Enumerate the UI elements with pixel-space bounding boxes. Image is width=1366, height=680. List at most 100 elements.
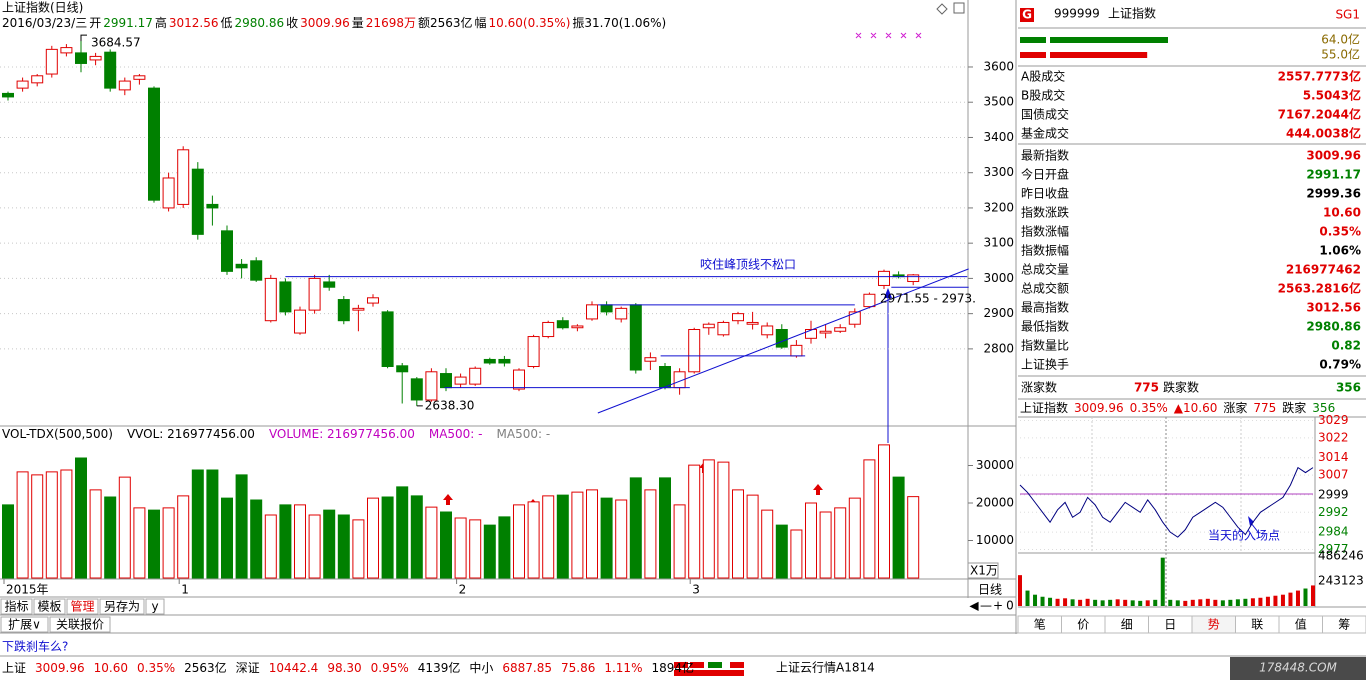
tab-label[interactable]: 另存为 [104,600,140,614]
header-info-part: 量 [352,16,364,30]
volume-bar [542,495,555,579]
candle-body [513,369,525,390]
volume-bar [31,474,44,579]
status-bar-part: 2563亿 [184,660,227,675]
mini-tab-label[interactable]: 细 [1121,618,1133,632]
mini-volume-bar [1303,588,1308,606]
candle-body [279,281,292,313]
volume-bar [367,497,379,579]
control[interactable]: + [993,599,1003,613]
volume-header-part: VVOL: 216977456.00 [127,427,255,441]
status-bar-part: 中小 [469,660,493,675]
volume-bar [878,444,890,579]
candle-body [819,330,832,334]
candle-body [746,321,759,325]
period[interactable]: 日线 [978,583,1002,597]
candle-body [571,325,584,329]
volume-bar [673,504,686,579]
volume-bar [264,514,277,579]
mini-volume-bar [1183,600,1188,606]
control[interactable]: — [980,599,992,613]
row-label: A股成交 [1021,69,1065,84]
mini-volume-bar [1258,597,1263,606]
tab-label[interactable]: 模板 [37,600,61,614]
y-tick-label: 3022 [1318,430,1349,444]
tab-label[interactable]: 指标 [4,599,28,614]
flow-label: 64.0亿 [1321,32,1360,47]
y-tick-label: 243123 [1318,574,1364,588]
status-bar-part: 深证 [236,661,260,675]
tab[interactable] [0,616,49,633]
volume-bar [819,511,832,579]
flow-bar [1020,52,1148,58]
mini-volume-bar [1078,599,1083,606]
mini-tab-label[interactable]: 势 [1208,618,1220,632]
y-tick-label: 3300 [983,165,1014,179]
mini-volume-bar [1033,594,1038,606]
tab[interactable] [66,598,99,615]
mini-tab-label[interactable]: 日 [1164,618,1176,632]
volume-bar [250,499,263,579]
candle-body [308,277,321,311]
mini-volume-bar [1055,598,1060,606]
mini-tab-label[interactable]: 值 [1295,617,1307,632]
candle-body [834,327,847,332]
mini-tab-label[interactable]: 联 [1251,618,1263,632]
control[interactable]: ◀ [969,599,979,613]
y-tick-label: 3400 [983,130,1014,144]
candle-body [469,367,482,385]
mini-volume-bar [1250,598,1255,606]
volume-bar [206,469,219,579]
volume-bar [556,494,569,579]
row-label: 指数涨幅 [1021,224,1069,239]
row-label: 指数振幅 [1021,243,1069,258]
status-bar-part: 0.35% [137,661,175,675]
volume-bar [513,504,525,579]
candle-body [848,311,861,325]
volume-bar [629,477,642,579]
row-label: 最高指数 [1021,300,1069,315]
volume-bar [75,457,87,579]
candle-body [352,307,365,311]
flow-label: 55.0亿 [1321,47,1360,62]
tab[interactable] [99,598,145,615]
row-label: 总成交量 [1021,262,1069,277]
candle-body [148,87,160,201]
candle-body [191,168,204,235]
badge: G [1022,8,1032,22]
row-label: 基金成交 [1021,126,1069,141]
mini-volume-bar [1198,599,1203,606]
mini-tab-label[interactable]: 价 [1077,618,1089,632]
candle-body [688,329,701,373]
tab[interactable] [49,616,111,633]
y-tick-label: 2977 [1318,542,1349,556]
tab[interactable] [33,598,66,615]
tab-label[interactable]: 管理 [70,599,94,614]
row-value: 7167.2044亿 [1278,107,1361,122]
tab-label[interactable]: y [151,600,158,614]
candle-body [440,373,452,389]
row-label: 总成交额 [1021,281,1069,296]
mini-tab[interactable] [1322,615,1366,634]
header-info: 2016/03/23/三开 2991.17 高 3012.56 低 2980.86 收 300… [2,15,666,30]
mini-volume-bar [1273,595,1278,606]
candle-body [425,371,438,401]
mini-tab-label[interactable]: 筹 [1338,618,1350,632]
mini-volume-bar [1063,598,1068,606]
volume-header-part: VOLUME: 216977456.00 [269,427,415,441]
decor [443,2,1366,680]
status-bar: 上证 3009.96 10.60 0.35% 2563亿 深证 10442.4 98.30 0.… [2,660,694,675]
tab[interactable] [145,598,165,615]
row-label: B股成交 [1021,88,1065,103]
mini-header-part: 3009.96 [1074,401,1124,415]
control[interactable]: 0 [1006,599,1014,613]
candle-body [732,313,744,322]
tab-label[interactable]: 关联报价 [56,617,104,632]
mini-tab-label[interactable]: 笔 [1034,617,1046,632]
tab[interactable] [0,598,33,615]
mini-volume-bar [1085,598,1090,606]
tab-label[interactable]: 扩展∨ [8,618,41,632]
y-tick-label: 3600 [983,59,1014,73]
row-value: 2980.86 [1306,320,1361,334]
candle-body [367,297,379,304]
